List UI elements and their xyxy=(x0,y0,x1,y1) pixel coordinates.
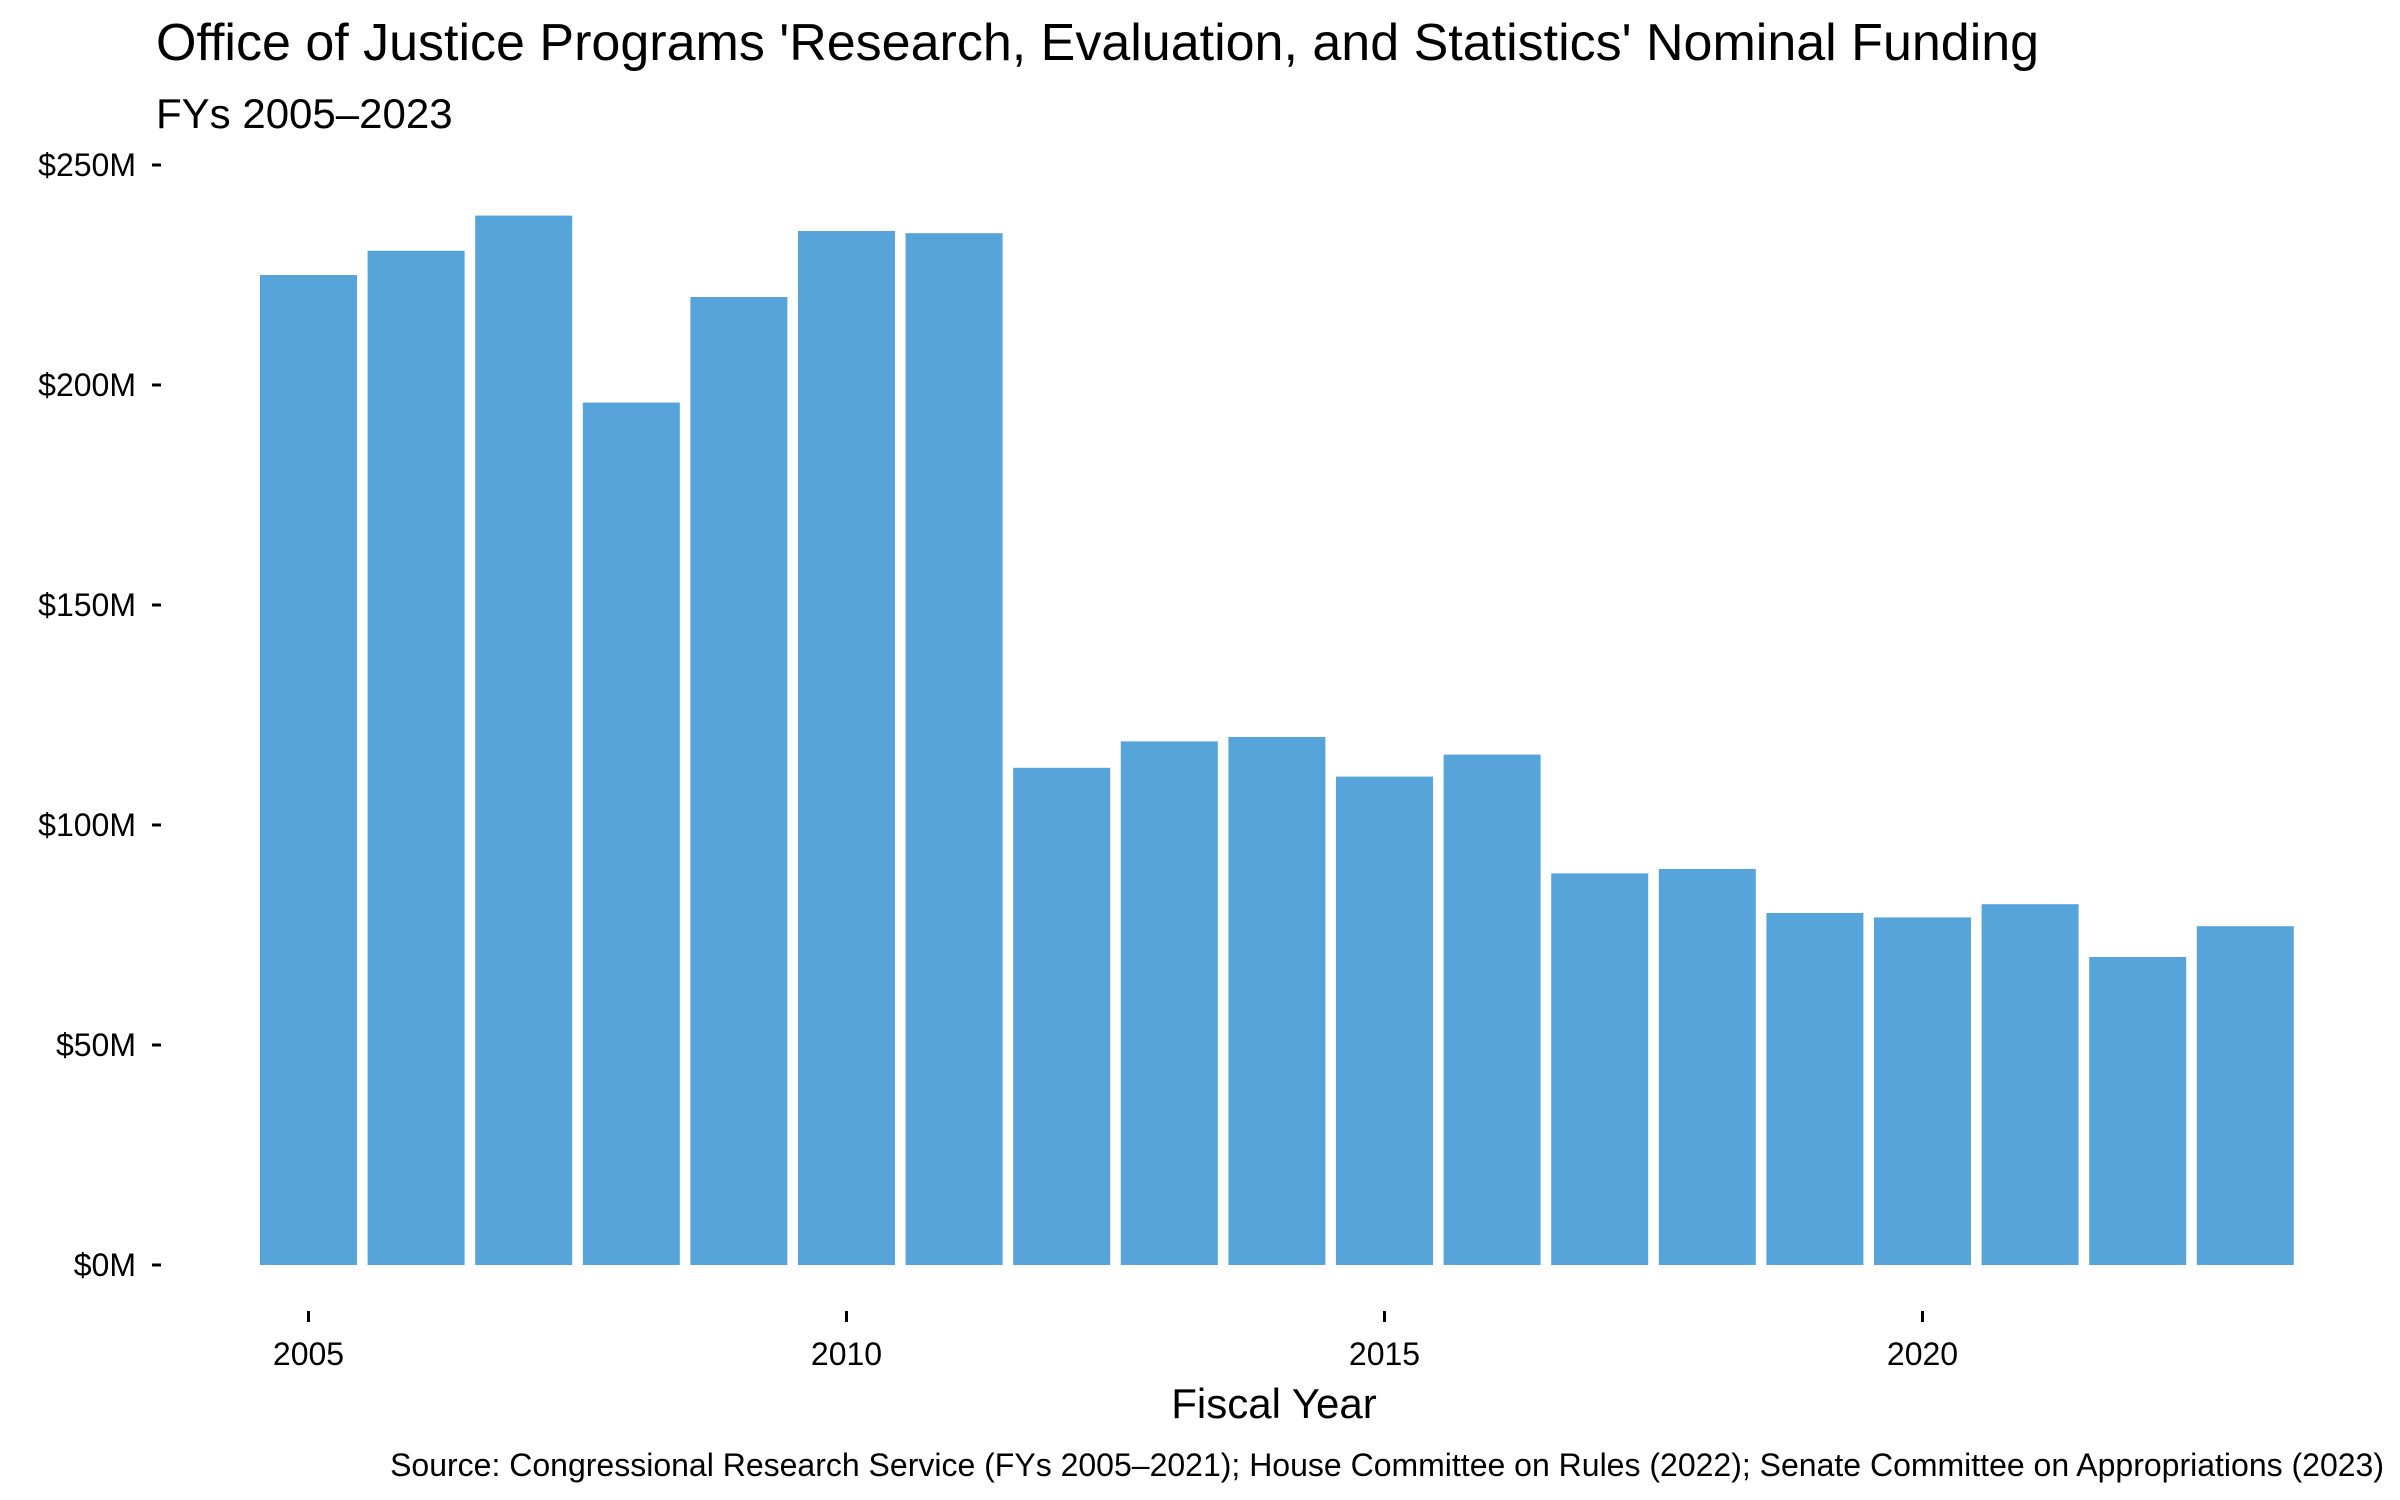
x-axis-title: Fiscal Year xyxy=(1171,1380,1376,1427)
bar-2011 xyxy=(905,233,1003,1266)
bar-2009 xyxy=(690,297,788,1265)
bar-2007 xyxy=(475,215,573,1266)
x-tick-label: 2005 xyxy=(273,1336,344,1372)
y-tick-label: $50M xyxy=(56,1027,136,1063)
source-caption: Source: Congressional Research Service (… xyxy=(390,1447,2384,1483)
bar-2015 xyxy=(1336,776,1433,1265)
bar-2006 xyxy=(367,250,465,1266)
bar-2019 xyxy=(1766,913,1864,1265)
bar-2016 xyxy=(1443,754,1541,1265)
x-tick-label: 2015 xyxy=(1349,1336,1420,1372)
y-tick-label: $0M xyxy=(74,1247,136,1283)
bars xyxy=(260,215,2294,1266)
y-axis: $0M $50M $100M $150M $200M $250M xyxy=(38,147,161,1283)
chart-title: Office of Justice Programs 'Research, Ev… xyxy=(156,14,2039,72)
y-tick-label: $150M xyxy=(38,587,136,623)
bar-2022 xyxy=(2089,957,2187,1265)
bar-2005 xyxy=(260,275,357,1265)
y-tick-label: $200M xyxy=(38,367,136,403)
bar-2014 xyxy=(1228,737,1326,1265)
bar-2020 xyxy=(1874,917,1971,1265)
x-axis: 2005 2010 2015 2020 xyxy=(273,1311,1958,1372)
x-tick-label: 2010 xyxy=(811,1336,882,1372)
bar-2021 xyxy=(1981,904,2079,1265)
bar-2012 xyxy=(1013,767,1111,1265)
x-tick-label: 2020 xyxy=(1887,1336,1958,1372)
bar-2017 xyxy=(1551,873,1649,1265)
bar-2008 xyxy=(582,402,680,1266)
y-tick-label: $250M xyxy=(38,147,136,183)
bar-2023 xyxy=(2196,926,2294,1265)
bar-2013 xyxy=(1120,741,1218,1265)
bar-2018 xyxy=(1658,869,1756,1265)
chart-subtitle: FYs 2005–2023 xyxy=(156,90,453,137)
bar-2010 xyxy=(798,231,895,1265)
y-tick-label: $100M xyxy=(38,807,136,843)
